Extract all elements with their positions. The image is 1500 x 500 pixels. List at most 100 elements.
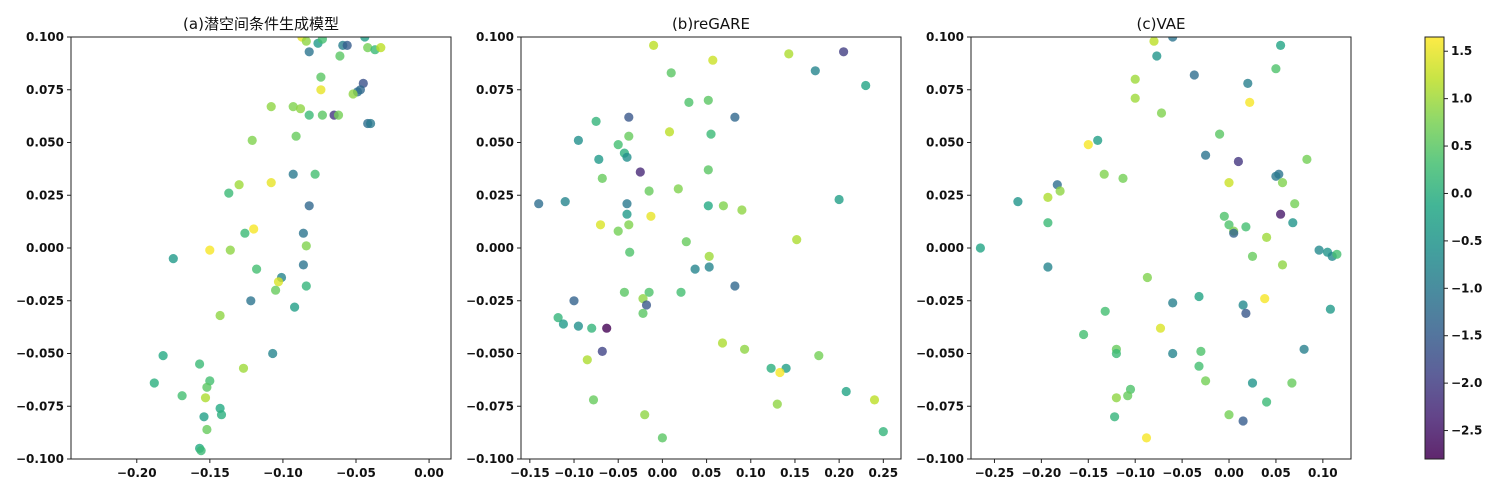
data-point bbox=[1238, 300, 1248, 310]
data-point bbox=[619, 287, 630, 297]
data-point bbox=[317, 110, 327, 120]
scatter-panel-3: (c)VAE−0.25 −0.20 −0.15 −0.10 −0.05 0.00 0.05 0… bbox=[916, 15, 1352, 480]
y-tick-label: −0.100 bbox=[16, 452, 64, 466]
data-point bbox=[624, 112, 634, 122]
data-point bbox=[1314, 245, 1324, 255]
x-tick-label: −0.10 bbox=[263, 466, 303, 480]
points bbox=[534, 40, 888, 443]
data-point bbox=[1238, 416, 1248, 426]
data-point bbox=[360, 37, 370, 42]
panel-title: (a)潜空间条件生成模型 bbox=[183, 15, 339, 33]
y-tick-label: −0.050 bbox=[466, 347, 514, 361]
data-point bbox=[676, 287, 686, 297]
data-point bbox=[717, 338, 728, 348]
panel-title: (c)VAE bbox=[1137, 15, 1186, 33]
data-point bbox=[775, 367, 785, 378]
y-tick-label: 0.050 bbox=[476, 136, 514, 150]
data-point bbox=[301, 241, 311, 251]
data-point bbox=[613, 226, 623, 236]
data-point bbox=[553, 313, 563, 323]
data-point bbox=[1224, 220, 1234, 230]
data-point bbox=[316, 72, 326, 82]
data-point bbox=[240, 228, 250, 238]
x-tick-label: −0.05 bbox=[336, 466, 376, 480]
data-point bbox=[1287, 378, 1297, 388]
data-point bbox=[342, 40, 352, 51]
data-point bbox=[588, 395, 599, 405]
data-point bbox=[1152, 51, 1162, 61]
y-tick-label: 0.100 bbox=[926, 30, 964, 44]
y-tick-label: −0.025 bbox=[16, 294, 64, 308]
data-point bbox=[640, 410, 650, 420]
data-point bbox=[644, 287, 654, 297]
data-point bbox=[301, 281, 311, 291]
data-point bbox=[1130, 74, 1140, 84]
y-tick-label: 0.100 bbox=[476, 30, 514, 44]
data-point bbox=[215, 310, 225, 321]
data-point bbox=[766, 363, 776, 373]
y-tick-label: 0.000 bbox=[926, 241, 964, 255]
data-point bbox=[869, 395, 880, 405]
data-point bbox=[1099, 169, 1109, 179]
y-tick-label: 0.025 bbox=[926, 188, 964, 202]
data-point bbox=[273, 277, 284, 287]
y-tick-label: 0.050 bbox=[926, 136, 964, 150]
data-point bbox=[1262, 232, 1272, 242]
data-point bbox=[841, 386, 851, 397]
x-tick-label: −0.05 bbox=[1162, 466, 1202, 480]
data-point bbox=[622, 209, 632, 219]
data-point bbox=[246, 296, 256, 306]
data-point bbox=[834, 194, 844, 205]
data-point bbox=[1262, 397, 1272, 407]
y-tick-label: −0.075 bbox=[916, 399, 964, 413]
data-point bbox=[1215, 129, 1225, 139]
data-point bbox=[597, 346, 607, 356]
data-point bbox=[304, 201, 314, 211]
x-tick-label: 0.05 bbox=[692, 466, 722, 480]
data-point bbox=[703, 201, 713, 211]
data-point bbox=[595, 220, 606, 230]
x-tick-label: −0.20 bbox=[1022, 466, 1062, 480]
y-tick-label: 0.025 bbox=[26, 188, 64, 202]
data-point bbox=[1229, 228, 1239, 238]
data-point bbox=[703, 95, 713, 105]
data-point bbox=[249, 224, 259, 234]
data-point bbox=[1093, 135, 1103, 145]
data-point bbox=[268, 348, 278, 359]
data-point bbox=[975, 243, 986, 253]
y-tick-label: 0.050 bbox=[26, 136, 64, 150]
data-point bbox=[288, 102, 298, 112]
plot-frame bbox=[970, 36, 1352, 460]
data-point bbox=[196, 446, 206, 456]
data-point bbox=[666, 68, 676, 78]
y-tick-label: −0.025 bbox=[466, 294, 514, 308]
data-point bbox=[1224, 178, 1234, 188]
data-point bbox=[708, 55, 718, 65]
data-point bbox=[1290, 199, 1300, 209]
data-point bbox=[266, 178, 276, 188]
data-point bbox=[810, 66, 820, 76]
y-tick-label: 0.075 bbox=[26, 83, 64, 97]
data-point bbox=[641, 300, 652, 310]
data-point bbox=[1288, 218, 1298, 228]
points bbox=[975, 37, 1342, 443]
y-tick-label: 0.025 bbox=[476, 188, 514, 202]
data-point bbox=[1130, 93, 1140, 103]
data-point bbox=[298, 260, 308, 270]
data-point bbox=[376, 43, 386, 53]
data-point bbox=[1043, 262, 1053, 272]
data-point bbox=[558, 319, 569, 329]
data-point bbox=[624, 220, 634, 230]
x-tick-label: −0.05 bbox=[598, 466, 638, 480]
data-point bbox=[740, 344, 750, 354]
data-point bbox=[1271, 171, 1281, 181]
data-point bbox=[1277, 260, 1288, 270]
data-point bbox=[234, 180, 244, 190]
colorbar-tick-label: −2.5 bbox=[1451, 424, 1482, 438]
data-point bbox=[597, 173, 607, 183]
data-point bbox=[348, 89, 358, 99]
data-point bbox=[644, 186, 654, 196]
data-point bbox=[1055, 186, 1065, 196]
data-point bbox=[288, 169, 298, 179]
data-point bbox=[1325, 304, 1335, 314]
